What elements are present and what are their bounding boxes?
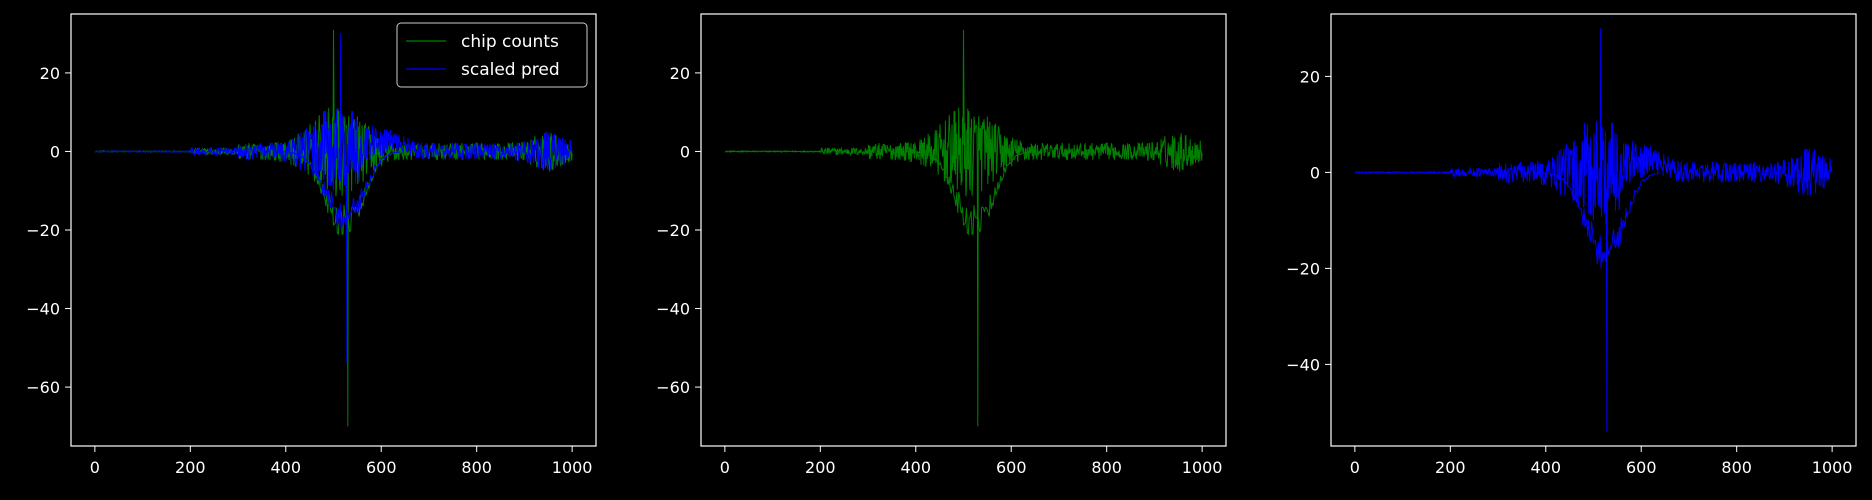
x-tick-label: 0 (720, 458, 730, 477)
x-tick-label: 400 (270, 458, 301, 477)
series-line-green (724, 29, 1203, 427)
y-tick-label: 20 (40, 64, 60, 83)
series-line-blue (1354, 28, 1833, 432)
y-tick-label: 0 (50, 142, 60, 161)
legend-box (396, 22, 588, 88)
y-tick-label: 20 (1300, 67, 1320, 86)
y-tick-label: −40 (656, 300, 690, 319)
series-lower-branch (276, 151, 401, 231)
y-tick-label: −20 (1286, 259, 1320, 278)
legend-label: chip counts (461, 32, 559, 52)
x-tick-label: 200 (175, 458, 206, 477)
x-tick-label: 800 (1091, 458, 1122, 477)
x-tick-label: 200 (1435, 458, 1466, 477)
y-tick-label: −20 (656, 221, 690, 240)
legend: chip counts scaled pred (396, 22, 588, 88)
x-tick-label: 1000 (1812, 458, 1853, 477)
x-tick-label: 600 (1626, 458, 1657, 477)
x-tick-label: 800 (461, 458, 492, 477)
x-tick-label: 0 (1350, 458, 1360, 477)
y-tick-label: −40 (1286, 355, 1320, 374)
y-tick-label: −60 (26, 378, 60, 397)
y-tick-label: −20 (26, 221, 60, 240)
x-tick-label: 600 (996, 458, 1027, 477)
y-tick-label: −60 (656, 378, 690, 397)
y-tick-label: 0 (1310, 163, 1320, 182)
x-tick-label: 400 (900, 458, 931, 477)
x-tick-label: 0 (90, 458, 100, 477)
x-tick-label: 800 (1721, 458, 1752, 477)
x-tick-label: 200 (805, 458, 836, 477)
series-line-scaled-pred (94, 33, 573, 364)
series-line-chip-counts (94, 29, 573, 427)
x-tick-label: 400 (1530, 458, 1561, 477)
series-lower-branch (1536, 172, 1661, 269)
y-tick-label: −40 (26, 300, 60, 319)
y-tick-label: 20 (670, 64, 690, 83)
x-tick-label: 1000 (1182, 458, 1223, 477)
y-tick-label: 0 (680, 142, 690, 161)
x-tick-label: 1000 (552, 458, 593, 477)
axes-frame (1330, 13, 1857, 447)
x-tick-label: 600 (366, 458, 397, 477)
series-lower-branch (906, 151, 1031, 236)
legend-label: scaled pred (461, 60, 560, 80)
